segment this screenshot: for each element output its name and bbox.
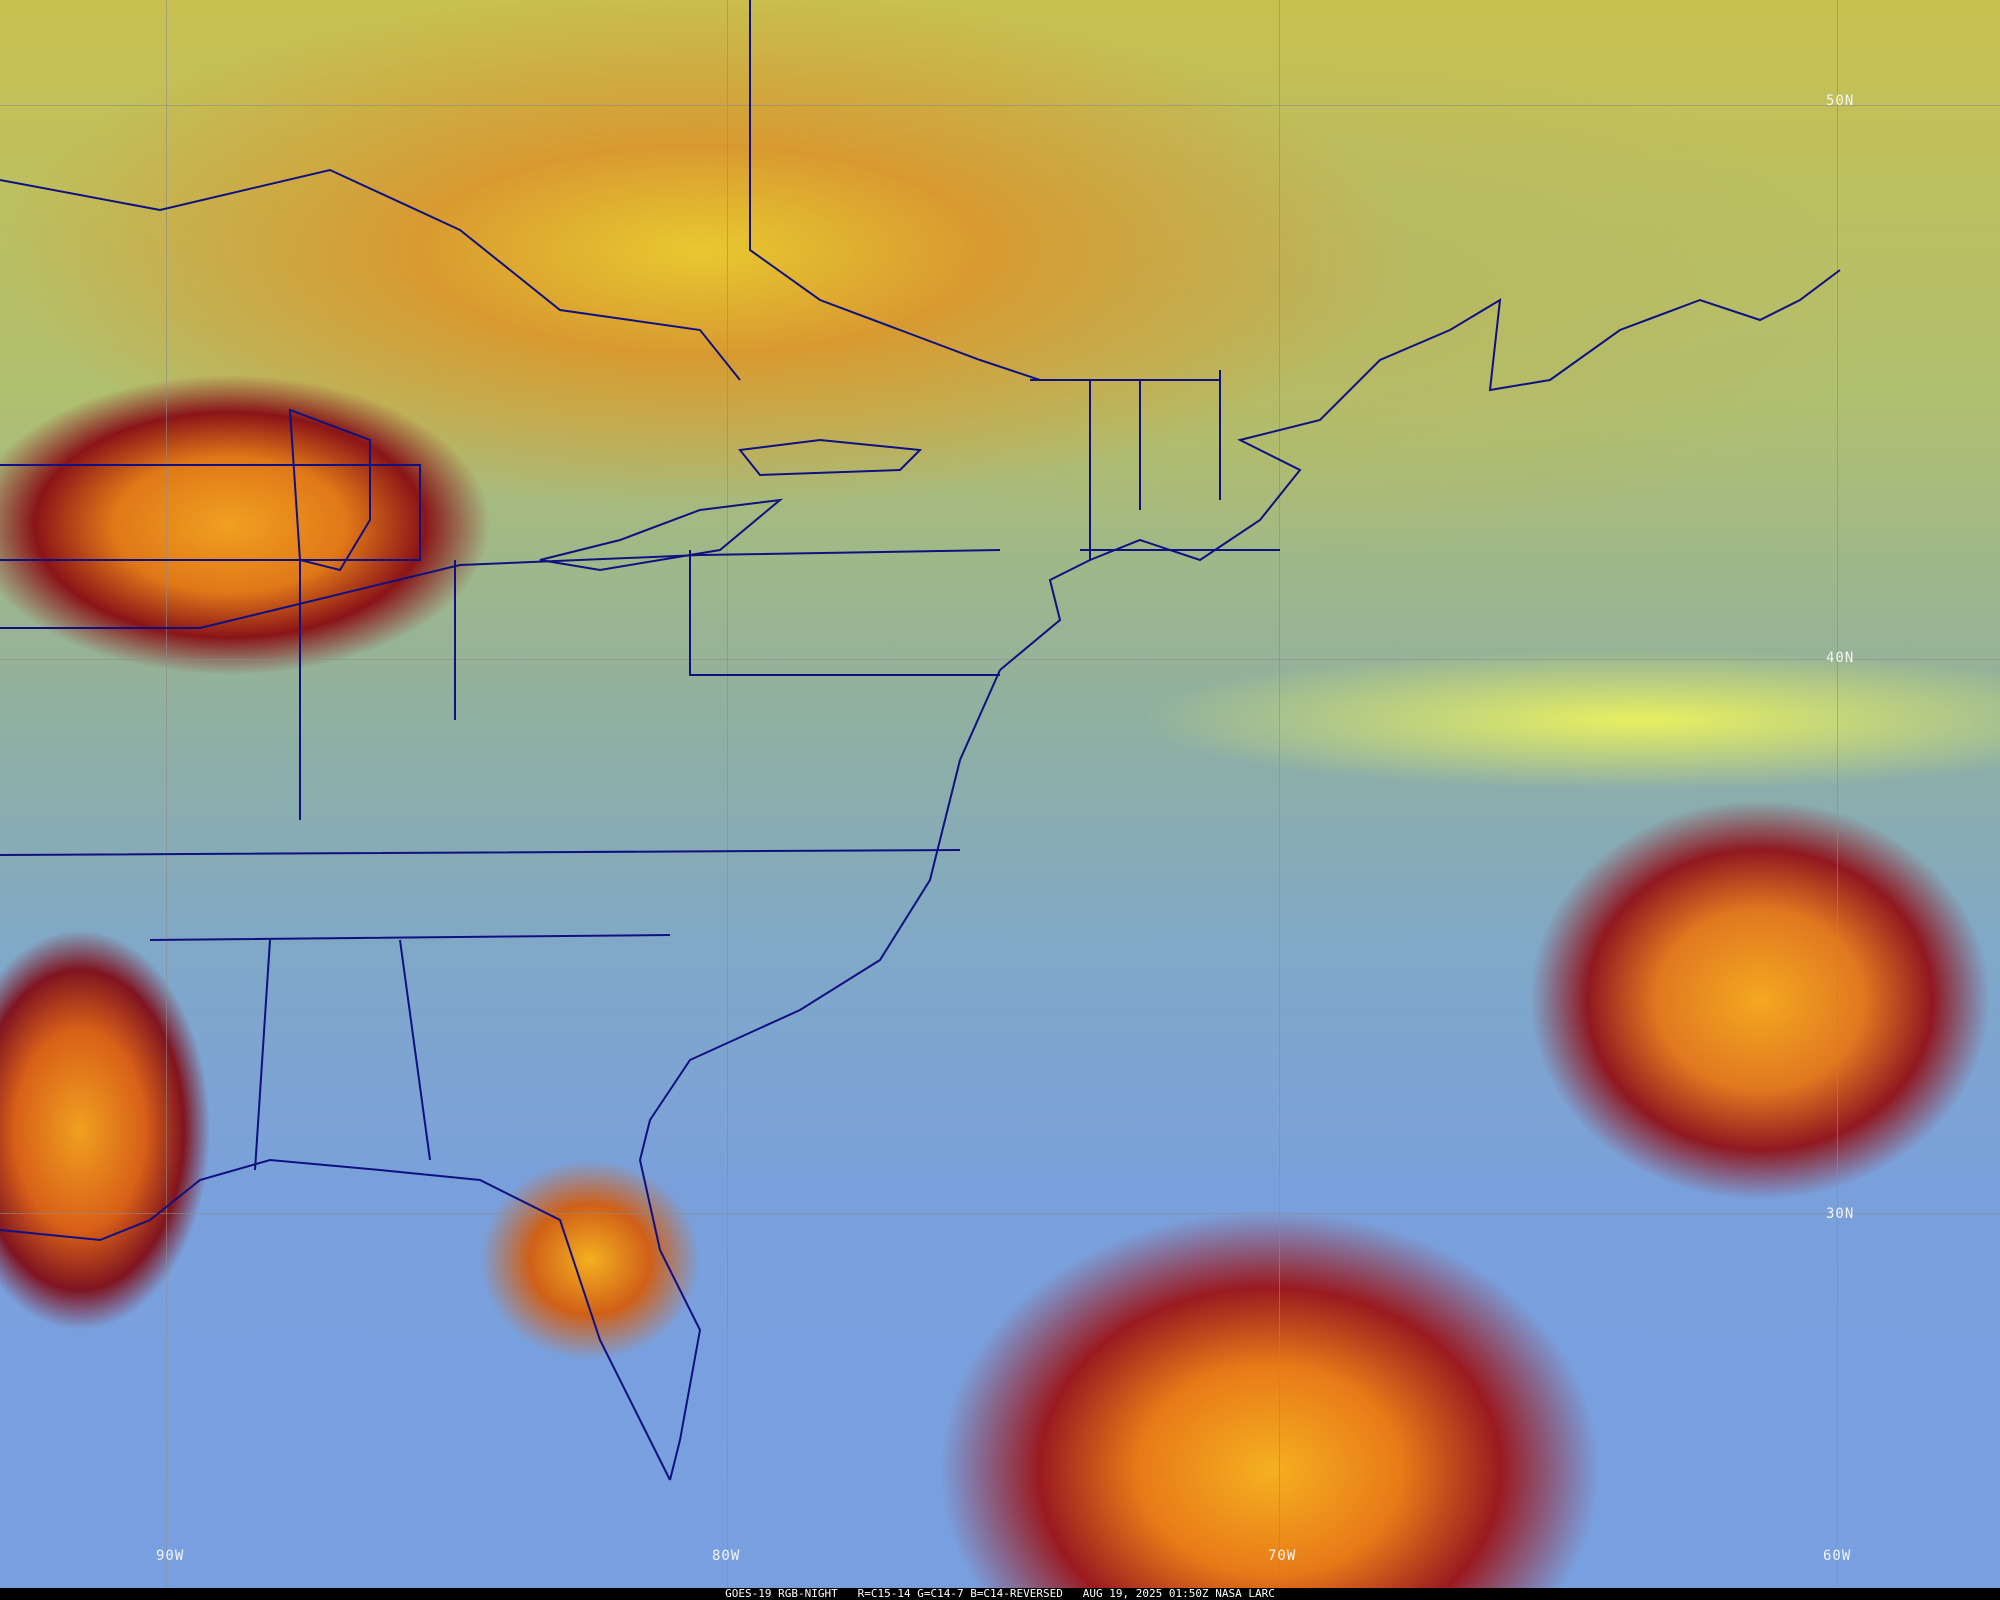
gridline-60w — [1837, 0, 1838, 1588]
gridline-40n — [0, 659, 2000, 660]
great-lakes — [288, 408, 923, 572]
gridline-80w — [727, 0, 728, 1588]
gridline-50n — [0, 105, 2000, 106]
label-50n: 50N — [1826, 93, 1855, 109]
label-90w: 90W — [156, 1548, 185, 1564]
label-60w: 60W — [1823, 1548, 1852, 1564]
gridline-90w — [166, 0, 167, 1588]
gridline-30n — [0, 1213, 2000, 1214]
gridline-70w — [1279, 0, 1280, 1588]
label-40n: 40N — [1826, 650, 1855, 666]
gulf-coast — [0, 1158, 671, 1481]
label-80w: 80W — [712, 1548, 741, 1564]
coastline-east — [638, 269, 1841, 1481]
canada-border — [0, 0, 1041, 381]
image-caption: GOES-19 RGB-NIGHT R=C15-14 G=C14-7 B=C14… — [0, 1588, 2000, 1600]
label-70w: 70W — [1268, 1548, 1297, 1564]
state-borders — [0, 370, 1280, 1171]
label-30n: 30N — [1826, 1206, 1855, 1222]
